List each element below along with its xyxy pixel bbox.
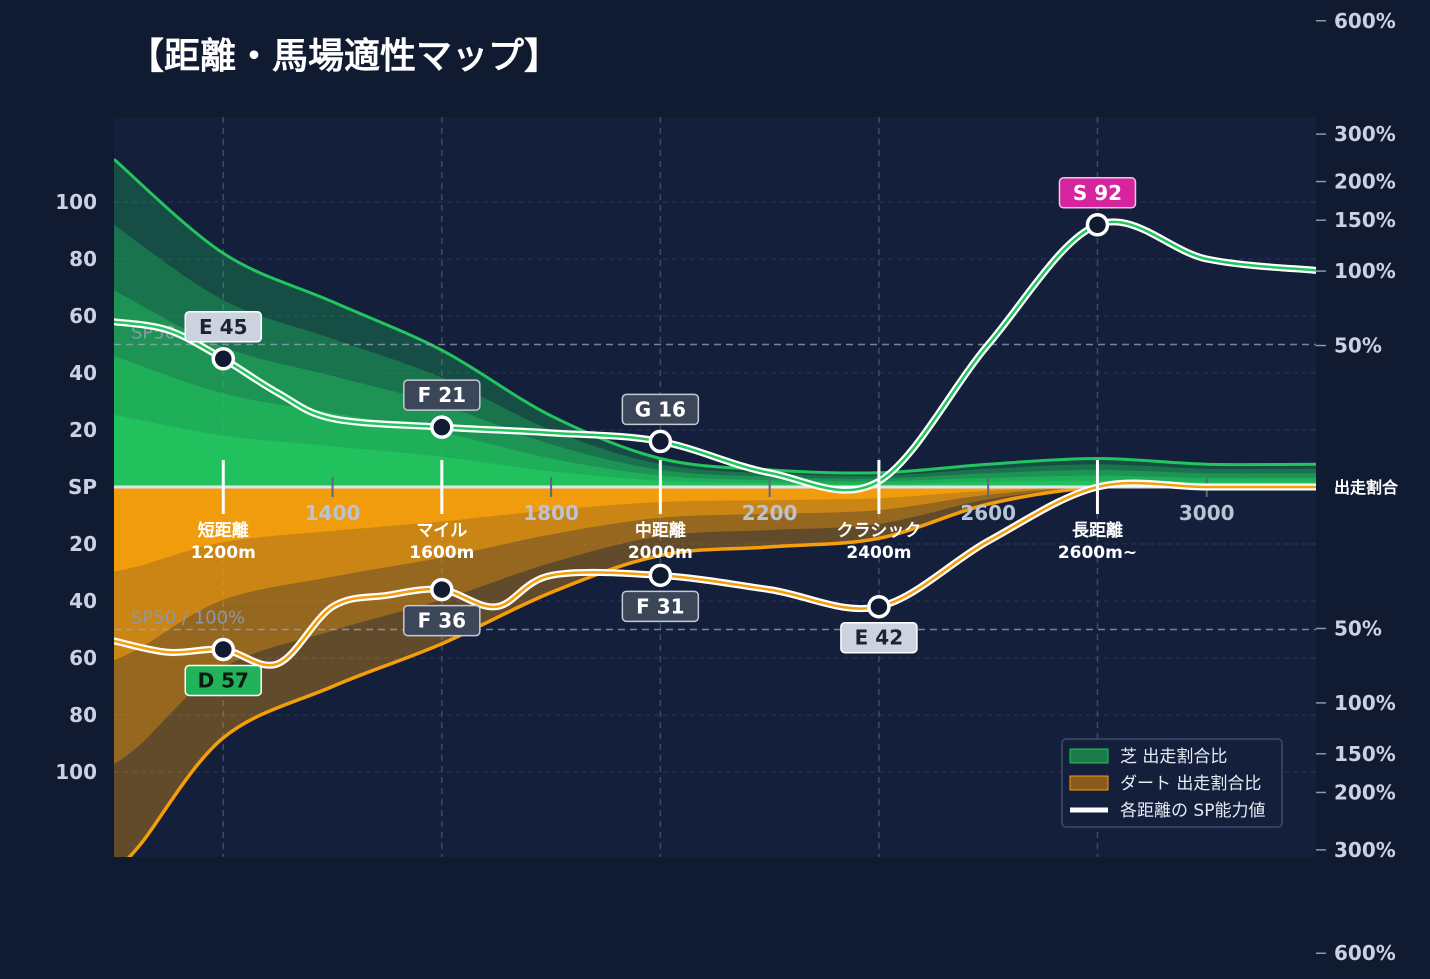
category-name-label: マイル: [416, 521, 467, 541]
sp-point-marker: [430, 577, 454, 602]
legend-swatch-dirt: [1069, 775, 1109, 791]
sp-point-marker: [430, 415, 454, 439]
right-tick-label: 100%: [1334, 259, 1396, 283]
grade-badge: F 31: [621, 563, 700, 623]
right-tick-label: 50%: [1334, 616, 1382, 640]
legend-swatch-turf: [1069, 748, 1109, 764]
right-tick-label: 150%: [1334, 742, 1396, 766]
category-name-label: 短距離: [198, 520, 249, 541]
grade-badge: G 16: [621, 393, 700, 454]
grade-badge-label: F 31: [636, 594, 684, 618]
legend-label: 各距離の SP能力値: [1120, 801, 1265, 821]
dirt-share-band: [114, 486, 1316, 661]
left-tick-label: 100: [55, 190, 97, 214]
category-name-label: 長距離: [1072, 520, 1123, 541]
grade-badge-label: E 42: [855, 626, 903, 650]
grade-badge-box: [621, 590, 700, 623]
turf-share-band: [114, 224, 1316, 488]
x-tick-label: 1400: [305, 501, 361, 525]
left-tick-label: 100: [55, 760, 97, 784]
grade-badge: F 21: [403, 379, 481, 439]
sp-point-marker: [648, 563, 673, 588]
right-tick-label: 200%: [1334, 170, 1396, 194]
grade-badge-box: [621, 393, 700, 426]
left-tick-label: 20: [69, 418, 97, 442]
category-markers: 短距離1200mマイル1600m中距離2000mクラシック2400m長距離260…: [191, 460, 1137, 563]
left-tick-label: 60: [69, 646, 97, 670]
right-tick-label: 600%: [1334, 941, 1396, 965]
left-tick-label: 80: [69, 703, 97, 727]
grade-badge-label: E 45: [199, 315, 247, 339]
grade-badge: E 45: [184, 311, 263, 371]
grade-badge-box: [184, 664, 263, 697]
right-tick-label: 200%: [1334, 780, 1396, 804]
right-tick-label: 300%: [1334, 122, 1396, 146]
legend-box: [1061, 738, 1283, 828]
grade-badge-label: F 36: [418, 609, 466, 633]
x-tick-label: 2600: [960, 501, 1016, 525]
turf-share-band: [114, 414, 1316, 487]
x-tick-label: 2200: [742, 501, 798, 525]
category-distance-label: 1200m: [191, 543, 256, 563]
left-center-label: SP: [68, 475, 97, 499]
left-tick-label: 40: [69, 361, 97, 385]
grade-badge: S 92: [1058, 177, 1137, 237]
left-tick-label: 20: [69, 532, 97, 556]
right-tick-label: 300%: [1334, 838, 1396, 862]
chart-title: 【距離・馬場適性マップ】: [128, 36, 560, 77]
x-tick-label: 1800: [523, 501, 579, 525]
sp-point-marker: [1085, 213, 1110, 237]
category-distance-label: 1600m: [409, 543, 474, 563]
sp-point-marker: [648, 429, 673, 454]
left-tick-label: 40: [69, 589, 97, 613]
right-tick-label: 600%: [1334, 9, 1396, 33]
legend-label: 芝 出走割合比: [1120, 747, 1227, 767]
axis-layer: 100 80 60 40 20 20 40 60 80 100 SP 600% 300% 200% 150%…: [55, 9, 1399, 965]
grade-badges: E 45 F 21 G 16 S 92 D 57 F 36 F 31 E 42: [184, 177, 1137, 697]
dirt-share-band: [114, 486, 1316, 572]
left-tick-label: 80: [69, 247, 97, 271]
turf-share-outline: [114, 158, 1316, 475]
grade-badge-label: G 16: [635, 397, 686, 421]
grade-badge-box: [1058, 177, 1137, 209]
left-tick-label: 60: [69, 304, 97, 328]
category-name-label: クラシック: [837, 521, 922, 541]
right-center-label: 出走割合: [1334, 478, 1399, 497]
grade-badge-box: [403, 379, 481, 411]
sp-point-marker: [211, 637, 236, 662]
grade-badge: F 36: [403, 577, 481, 637]
category-distance-label: 2600m~: [1058, 543, 1137, 563]
grade-badge: D 57: [184, 637, 263, 697]
category-distance-label: 2000m: [628, 543, 693, 563]
right-tick-label: 100%: [1334, 691, 1396, 715]
grade-badge-label: D 57: [198, 668, 249, 692]
legend-label: ダート 出走割合比: [1120, 774, 1261, 794]
dirt-share-band: [114, 485, 1316, 857]
grade-badge-label: S 92: [1073, 181, 1122, 205]
grade-badge-box: [840, 621, 918, 654]
right-tick-label: 150%: [1334, 208, 1396, 232]
sp-point-marker: [211, 347, 236, 371]
grade-badge: E 42: [840, 594, 918, 654]
category-distance-label: 2400m: [846, 543, 911, 563]
grade-badge-label: F 21: [418, 383, 466, 407]
category-name-label: 中距離: [635, 520, 686, 541]
grade-badge-box: [184, 311, 263, 343]
sp-point-marker: [867, 594, 891, 619]
x-tick-label: 3000: [1179, 501, 1235, 525]
dirt-sp-line-core: [114, 481, 1316, 667]
sp50-reference-label: SP50 / 100%: [131, 608, 245, 629]
grade-badge-box: [403, 604, 481, 637]
right-tick-label: 50%: [1334, 334, 1382, 358]
